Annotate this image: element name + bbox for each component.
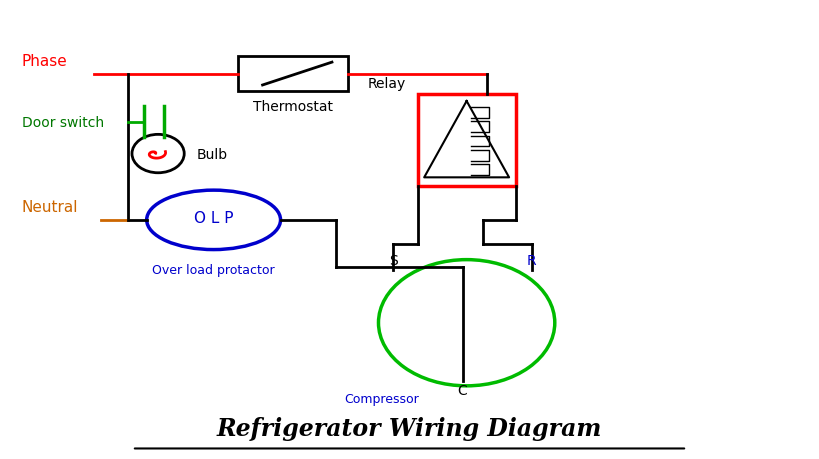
Text: O L P: O L P bbox=[194, 211, 233, 225]
Text: S: S bbox=[389, 254, 397, 268]
Bar bbox=[418, 95, 516, 186]
Text: Refrigerator Wiring Diagram: Refrigerator Wiring Diagram bbox=[217, 416, 602, 440]
Text: C: C bbox=[458, 383, 468, 397]
Text: R: R bbox=[527, 254, 536, 268]
Text: Compressor: Compressor bbox=[344, 392, 419, 405]
Text: Relay: Relay bbox=[367, 77, 405, 91]
Text: Door switch: Door switch bbox=[22, 115, 104, 129]
Bar bbox=[238, 57, 348, 91]
Text: Neutral: Neutral bbox=[22, 200, 79, 215]
Text: Bulb: Bulb bbox=[197, 147, 228, 161]
Text: Over load protactor: Over load protactor bbox=[152, 264, 275, 277]
Text: Phase: Phase bbox=[22, 54, 67, 69]
Text: Thermostat: Thermostat bbox=[253, 100, 333, 114]
